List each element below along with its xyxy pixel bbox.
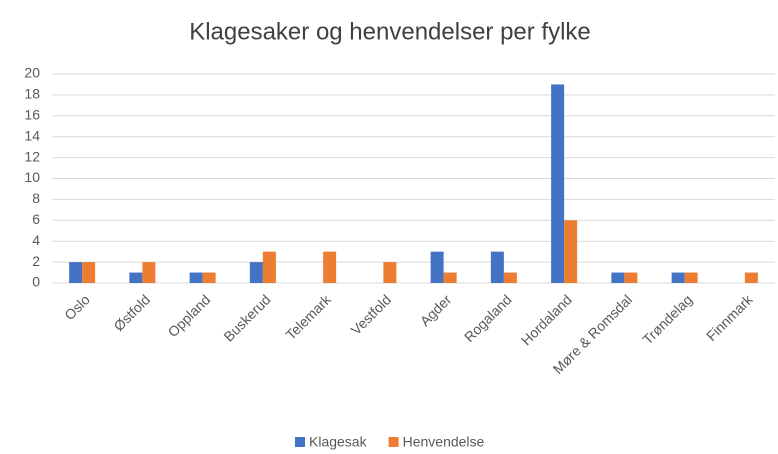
x-tick-label: Buskerud bbox=[220, 291, 273, 344]
bar bbox=[383, 262, 397, 283]
bar bbox=[611, 272, 625, 283]
bar bbox=[262, 251, 276, 283]
bar bbox=[82, 262, 96, 283]
bar bbox=[129, 272, 143, 283]
x-tick-label: Trøndelag bbox=[639, 291, 695, 347]
chart-title: Klagesaker og henvendelser per fylke bbox=[189, 18, 591, 45]
y-tick-label: 18 bbox=[24, 86, 40, 102]
x-tick-label: Vestfold bbox=[348, 291, 395, 338]
legend-swatch bbox=[388, 437, 399, 447]
bar bbox=[142, 262, 156, 283]
x-tick-label: Østfold bbox=[110, 291, 153, 334]
bar bbox=[249, 262, 263, 283]
y-tick-label: 16 bbox=[24, 107, 40, 123]
y-tick-label: 4 bbox=[32, 232, 40, 248]
bar bbox=[490, 251, 504, 283]
bar bbox=[503, 272, 517, 283]
legend-swatch bbox=[295, 437, 305, 447]
y-tick-label: 10 bbox=[24, 169, 40, 185]
bar bbox=[443, 272, 457, 283]
y-tick-label: 0 bbox=[32, 274, 40, 290]
legend-label: Klagesak bbox=[309, 434, 368, 450]
x-tick-label: Oslo bbox=[61, 291, 93, 323]
x-tick-label: Agder bbox=[417, 291, 455, 329]
bar bbox=[551, 84, 565, 283]
x-tick-label: Rogaland bbox=[461, 291, 515, 345]
x-tick-label: Telemark bbox=[282, 291, 334, 343]
bar bbox=[684, 272, 698, 283]
bar bbox=[430, 251, 444, 283]
y-tick-label: 12 bbox=[24, 148, 40, 164]
y-tick-label: 2 bbox=[32, 253, 40, 269]
bar bbox=[564, 220, 578, 283]
y-tick-label: 20 bbox=[24, 65, 40, 81]
bar bbox=[624, 272, 638, 283]
x-tick-label: Oppland bbox=[165, 291, 214, 340]
bar bbox=[744, 272, 758, 283]
bar bbox=[202, 272, 216, 283]
y-tick-label: 14 bbox=[24, 127, 40, 143]
y-tick-label: 6 bbox=[32, 211, 40, 227]
x-tick-label: Finnmark bbox=[703, 291, 756, 344]
x-tick-label: Hordaland bbox=[518, 291, 575, 348]
y-tick-label: 8 bbox=[32, 190, 40, 206]
bar bbox=[323, 251, 337, 283]
bar bbox=[671, 272, 685, 283]
legend-label: Henvendelse bbox=[403, 434, 485, 450]
bar bbox=[189, 272, 203, 283]
bar bbox=[69, 262, 83, 283]
